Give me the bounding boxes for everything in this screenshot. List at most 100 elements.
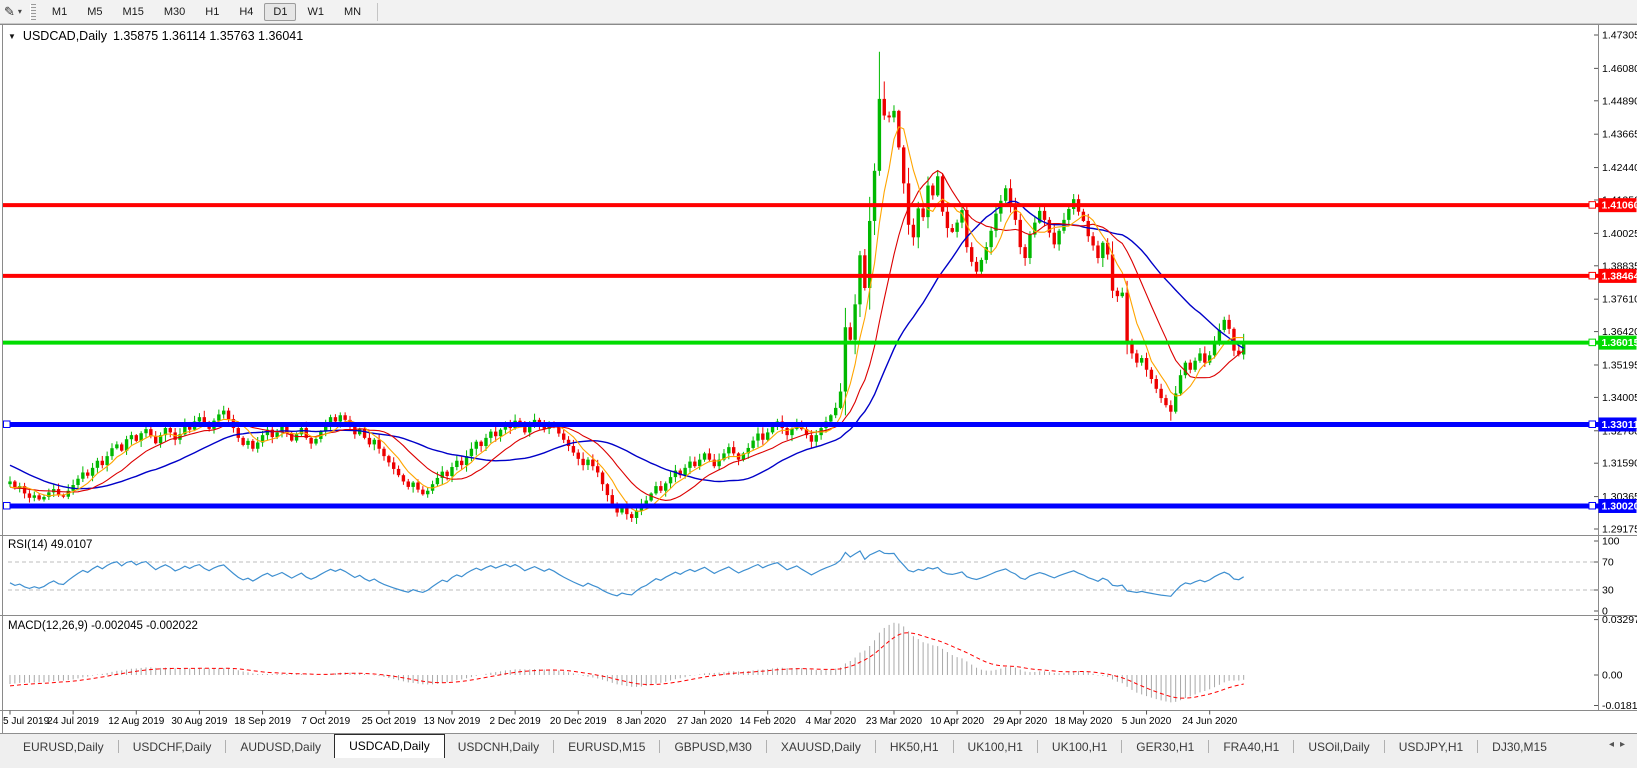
timeframe-button-W1[interactable]: W1 [307,5,324,18]
date-tick-label: 30 Aug 2019 [171,716,228,727]
price-level-badge-label: 1.41060 [1602,200,1637,212]
chart-tab-USDCAD,Daily[interactable]: USDCAD,Daily [334,734,445,758]
toolbar-separator [377,2,379,21]
chart-tab-USDJPY,H1[interactable]: USDJPY,H1 [1398,740,1464,754]
price-tick-label: 1.35195 [1602,359,1637,371]
price-tick-label: 1.29175 [1602,524,1637,536]
date-tick-label: 12 Aug 2019 [108,716,165,727]
price-tick-label: 1.42440 [1602,162,1637,174]
line-handle [1588,271,1596,280]
chart-tab-USDCHF,Daily[interactable]: USDCHF,Daily [132,740,212,754]
timeframe-button-H1[interactable]: H1 [205,5,220,18]
macd-scale-label: 0.032972 [1602,614,1637,626]
symbol-triangle-icon: ▼ [8,31,16,41]
price-level-badge [1598,268,1637,283]
price-tick-label: 1.46080 [1602,63,1637,75]
tab-separator [1477,740,1479,753]
date-tick-label: 29 Apr 2020 [993,716,1047,727]
chart-tab-UK100,H1[interactable]: UK100,H1 [967,740,1023,754]
chart-tab-USDCNH,Daily[interactable]: USDCNH,Daily [457,740,540,754]
chart-tab-FRA40,H1[interactable]: FRA40,H1 [1223,740,1280,754]
horizontal-line-1.41060[interactable]: 1.41060 [3,198,1637,213]
price-level-badge-label: 1.33011 [1602,419,1637,431]
chart-tab-EURUSD,M15[interactable]: EURUSD,M15 [568,740,646,754]
horizontal-line-1.30020[interactable]: 1.30020 [3,498,1637,513]
timeframe-button-H4[interactable]: H4 [239,5,254,18]
toolbar: ✎ ▾ M1 M5 M15 M30 H1 H4 D1 W1 MN [0,0,1637,24]
chart-tab-USOil,Daily[interactable]: USOil,Daily [1308,740,1370,754]
date-tick-label: 4 Mar 2020 [806,716,857,727]
rsi-scale-label: 0 [1602,606,1608,618]
date-tick-label: 10 Apr 2020 [930,716,984,727]
price-tick-label: 1.40025 [1602,228,1637,240]
date-tick-label: 13 Nov 2019 [424,716,481,727]
timeframe-button-M1[interactable]: M1 [51,5,68,18]
chart-tab-UK100,H1[interactable]: UK100,H1 [1051,740,1108,754]
status-strip [0,758,1637,768]
line-handle [1588,201,1596,209]
horizontal-line-1.36015[interactable]: 1.36015 [3,335,1637,350]
timeframe-button-D1[interactable]: D1 [264,2,297,21]
macd-scale-label: 0.00 [1602,670,1623,682]
price-level-badge-label: 1.38464 [1602,270,1637,282]
price-tick-label: 1.37610 [1602,294,1637,306]
price-level-badge-label: 1.30020 [1602,500,1637,512]
tab-separator [952,740,954,753]
price-tick-label: 1.34005 [1602,392,1637,404]
tab-separator [553,740,555,753]
price-level-badge [1598,417,1637,432]
tab-separator [659,740,661,753]
timeframe-button-M30[interactable]: M30 [163,5,186,18]
ma-mid-line [9,170,1245,501]
rsi-scale: 100 70 30 0 [1594,536,1620,618]
line-handle [1588,501,1596,510]
date-tick-label: 18 May 2020 [1054,716,1112,727]
horizontal-line-1.38464[interactable]: 1.38464 [3,268,1637,283]
horizontal-line-1.33011[interactable]: 1.33011 [3,417,1637,432]
rsi-scale-label: 100 [1602,536,1620,548]
tab-separator [1293,740,1295,753]
chart-tab-XAUUSD,Daily[interactable]: XAUUSD,Daily [780,740,861,754]
chart-tab-GBPUSD,M30[interactable]: GBPUSD,M30 [674,740,752,754]
price-tick-label: 1.31590 [1602,458,1637,470]
line-handle [1588,420,1596,428]
tab-separator [1036,740,1038,753]
tab-scroll-right-icon[interactable]: ▸ [1619,739,1631,750]
price-tick-label: 1.44890 [1602,95,1637,107]
tab-separator [765,740,767,753]
chart-tab-AUDUSD,Daily[interactable]: AUDUSD,Daily [240,740,322,754]
tab-separator [1383,740,1385,753]
tab-separator [117,740,119,753]
date-tick-label: 14 Feb 2020 [740,716,797,727]
rsi-scale-label: 30 [1602,585,1614,597]
timeframe-button-MN[interactable]: MN [343,5,362,18]
draw-tool-button[interactable]: ✎ ▾ [0,2,26,22]
rsi-indicator-label: RSI(14) 49.0107 [8,539,93,551]
chart-tab-GER30,H1[interactable]: GER30,H1 [1136,740,1195,754]
dropdown-arrow-icon: ▾ [17,7,22,16]
chart-canvas[interactable]: 1.473051.460801.448901.436651.424401.412… [0,24,1637,733]
price-level-badge [1598,498,1637,513]
date-tick-label: 18 Sep 2019 [234,716,291,727]
chart-tab-EURUSD,Daily[interactable]: EURUSD,Daily [23,740,104,754]
rsi-scale-label: 70 [1602,557,1614,569]
toolbar-grip-handle[interactable] [29,3,36,20]
tab-scroll-left-icon[interactable]: ◂ [1608,739,1620,750]
chart-tab-bar: EURUSD,Daily USDCHF,Daily AUDUSD,Daily USDC… [0,733,1637,758]
price-tick-label: 1.43665 [1602,129,1637,141]
date-tick-label: 24 Jul 2019 [47,716,99,727]
timeframe-button-M5[interactable]: M5 [87,5,103,18]
price-level-badge [1598,198,1637,213]
tab-separator [1121,740,1123,753]
chart-tab-HK50,H1[interactable]: HK50,H1 [889,740,939,754]
chart-tab-DJ30,M15[interactable]: DJ30,M15 [1492,740,1547,754]
ma-slow-line [9,200,1245,490]
timeframe-button-M15[interactable]: M15 [122,5,144,18]
tab-separator [874,740,876,753]
line-handle [3,420,11,428]
line-handle [3,501,11,510]
price-level-badge [1598,335,1637,350]
macd-scale: 0.032972 0.00 -0.01815 [1594,614,1637,712]
rsi-line [9,549,1245,597]
